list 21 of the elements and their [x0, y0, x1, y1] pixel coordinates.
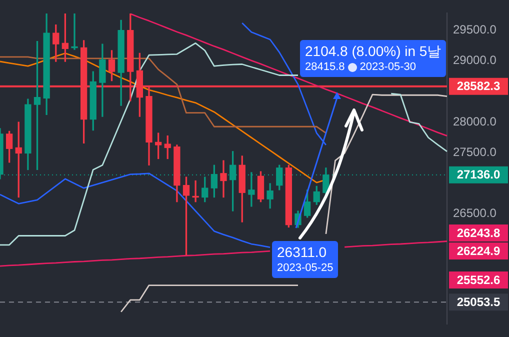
- ref-line-label: 27136.0: [456, 168, 501, 182]
- y-tick-label: 29500.0: [453, 22, 497, 37]
- y-tick-label: 28000.0: [453, 114, 497, 128]
- ref-line-label: 28582.3: [456, 79, 501, 94]
- candlestick: [192, 180, 199, 202]
- annotation: 2104.8 (8.00%) in 5날: [305, 43, 442, 60]
- candlestick: [71, 13, 78, 50]
- callout: 2104.8 (8.00%) in 5날 28415.8 2023-05-30: [300, 40, 446, 77]
- text: 26224.9: [456, 244, 501, 258]
- y-tick-label: 27500.0: [453, 144, 497, 159]
- text: 26243.8: [456, 226, 501, 240]
- y-tick-label: 29000.0: [453, 53, 497, 68]
- text: 25552.6: [456, 272, 501, 287]
- annotation: 28415.8: [305, 60, 345, 74]
- annotation: 2023-05-30: [360, 60, 416, 74]
- ref-line-label: 25053.5: [456, 295, 501, 309]
- annotation: 26311.0: [277, 244, 328, 261]
- callout: 26311.0 2023-05-25: [272, 241, 338, 278]
- candlestick: [220, 160, 227, 198]
- y-tick-label: 26500.0: [453, 206, 497, 220]
- annotation: 2023-05-25: [277, 261, 334, 275]
